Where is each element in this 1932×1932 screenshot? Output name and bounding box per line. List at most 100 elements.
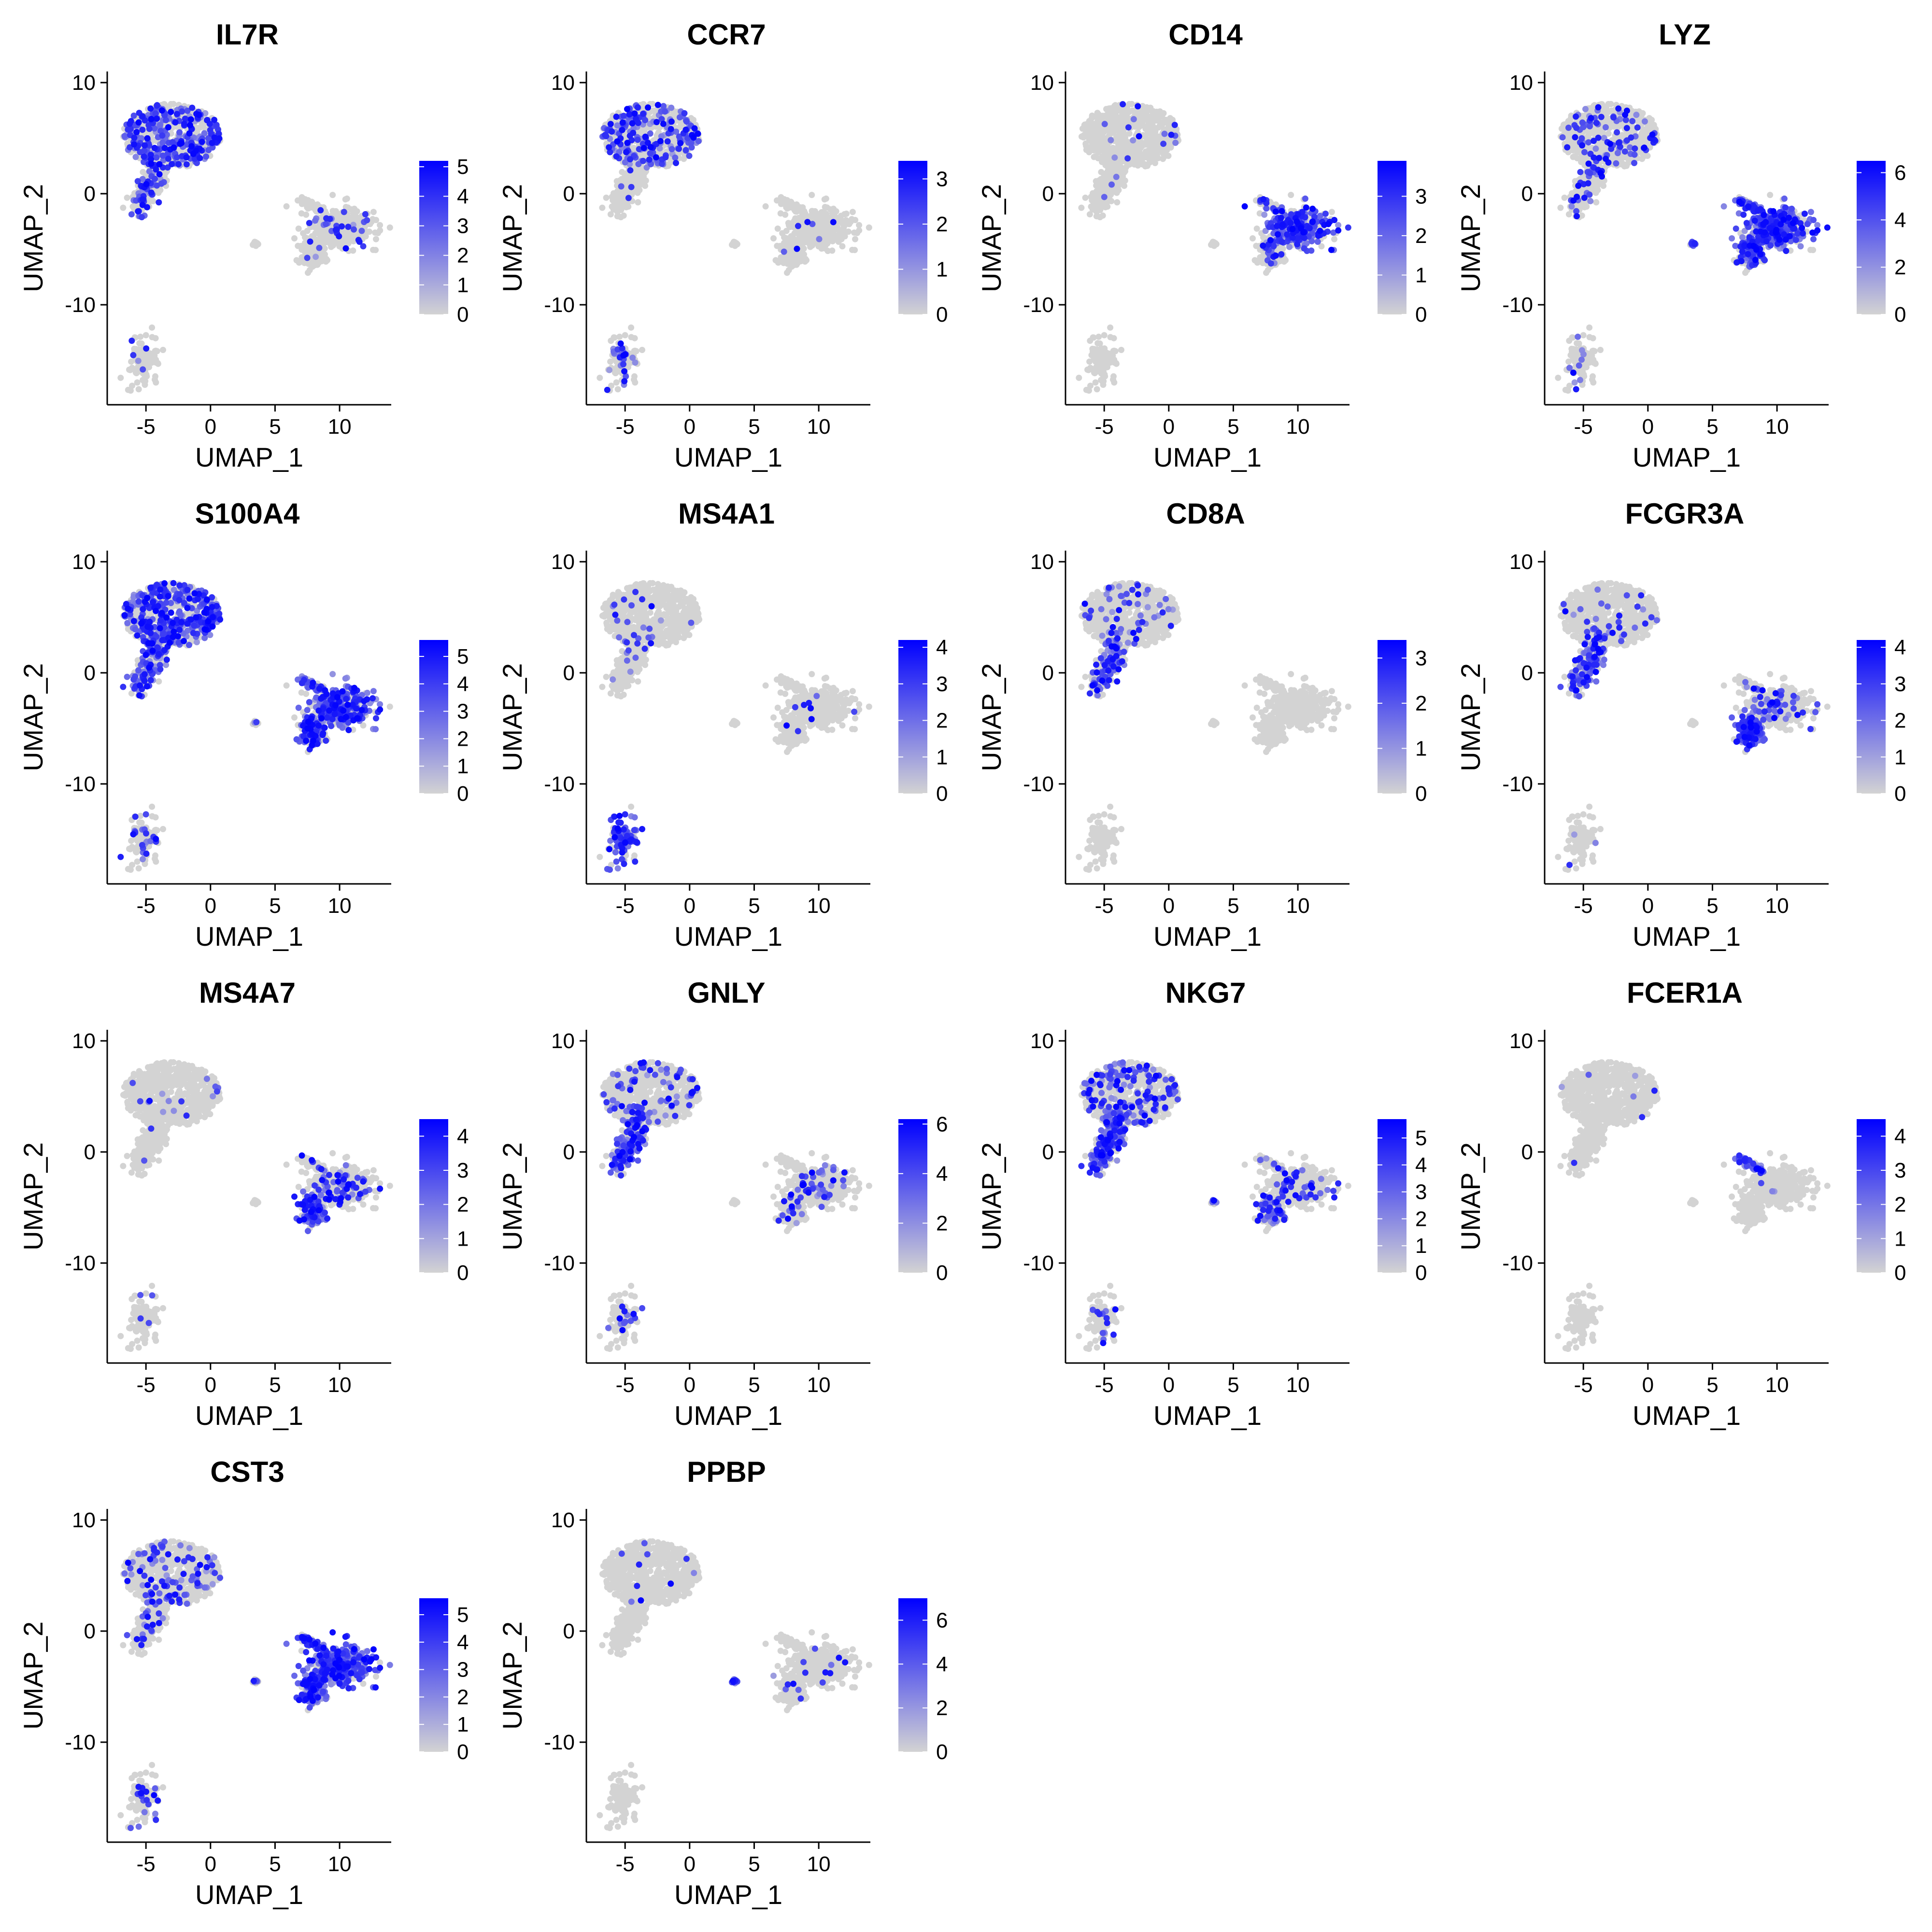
cell-point	[1107, 192, 1114, 199]
panel-title: LYZ	[1659, 18, 1711, 51]
cell-point	[1597, 347, 1604, 353]
cell-point	[1108, 137, 1114, 143]
y-tick-label: 10	[1030, 71, 1054, 95]
cell-point	[386, 224, 393, 231]
cell-point	[1114, 199, 1121, 206]
cell-point	[852, 236, 858, 242]
cell-point	[613, 153, 620, 160]
cell-point	[1079, 125, 1086, 132]
cell-point	[1150, 108, 1157, 114]
y-tick-label: 10	[72, 71, 96, 95]
cell-point	[169, 139, 176, 145]
y-axis-title: UMAP_2	[497, 184, 527, 292]
cell-point	[620, 113, 627, 119]
cell-point	[1152, 141, 1159, 148]
cell-point	[1331, 236, 1337, 242]
cell-point	[686, 153, 693, 159]
cell-point	[672, 154, 679, 161]
cell-point	[851, 229, 858, 236]
cell-point	[137, 333, 144, 340]
cell-point	[130, 352, 137, 358]
cell-point	[628, 184, 635, 190]
cell-point	[1086, 128, 1093, 135]
cell-point	[785, 204, 792, 211]
cell-point	[603, 133, 610, 140]
cell-point	[614, 138, 621, 145]
cell-point	[1097, 201, 1104, 208]
cell-point	[607, 358, 614, 365]
cell-point	[668, 104, 675, 111]
color-bar-label: 1	[936, 257, 948, 281]
x-tick-label: 5	[269, 415, 281, 439]
x-tick-label: 10	[328, 415, 352, 439]
cell-point	[1130, 137, 1136, 143]
cell-point	[1335, 227, 1342, 234]
cell-point	[613, 379, 620, 386]
cell-point	[1088, 203, 1094, 210]
cell-point	[1294, 241, 1301, 248]
cell-point	[312, 262, 318, 269]
cell-point	[805, 213, 811, 220]
cell-point	[662, 108, 668, 115]
y-tick-label: 0	[1042, 182, 1054, 206]
cell-point	[145, 364, 152, 370]
cell-point	[159, 132, 166, 139]
color-bar-label: 0	[457, 303, 469, 327]
cell-point	[373, 236, 379, 242]
cell-point	[153, 154, 160, 161]
cell-point	[1309, 205, 1316, 212]
cell-point	[1328, 209, 1335, 215]
cell-point	[1261, 212, 1268, 218]
cell-point	[1143, 138, 1150, 145]
cell-point	[1135, 162, 1141, 169]
cell-point	[824, 248, 831, 254]
cell-point	[784, 270, 790, 276]
color-bar-label: 0	[1415, 303, 1427, 327]
cell-point	[640, 145, 647, 151]
cell-point	[1300, 229, 1307, 236]
cell-point	[1142, 163, 1149, 170]
cell-point	[653, 154, 659, 161]
cell-point	[809, 192, 815, 199]
cell-point	[141, 153, 147, 160]
cell-point	[668, 118, 675, 125]
cell-point	[809, 208, 816, 214]
cell-point	[618, 196, 625, 203]
cell-point	[1106, 198, 1112, 204]
cell-point	[156, 161, 163, 168]
cell-point	[369, 216, 376, 223]
cell-point	[1097, 114, 1104, 120]
cell-point	[794, 245, 800, 252]
cell-point	[1099, 158, 1106, 165]
cell-point	[781, 248, 787, 255]
cell-point	[211, 134, 218, 141]
cell-point	[1331, 217, 1338, 223]
cell-point	[1103, 364, 1110, 370]
cell-point	[250, 242, 256, 248]
cell-point	[1345, 224, 1351, 231]
cell-point	[196, 112, 202, 118]
cell-point	[128, 118, 134, 125]
cell-point	[1317, 213, 1323, 219]
cell-point	[133, 129, 140, 135]
cell-point	[1105, 107, 1112, 114]
cell-point	[154, 115, 160, 122]
cell-point	[634, 104, 641, 111]
y-tick-label: -10	[1023, 293, 1054, 317]
cell-point	[646, 156, 653, 163]
cell-point	[139, 214, 145, 221]
cell-point	[791, 206, 798, 213]
cell-point	[606, 144, 612, 151]
cell-point	[1213, 241, 1220, 247]
cell-point	[645, 104, 651, 111]
cell-point	[342, 245, 349, 252]
y-tick-label: 10	[551, 71, 575, 95]
cell-point	[781, 241, 788, 248]
cell-point	[619, 119, 626, 126]
cell-point	[172, 119, 179, 126]
cell-point	[295, 242, 301, 249]
cell-point	[1090, 145, 1096, 152]
cell-point	[1078, 204, 1085, 211]
cell-point	[636, 187, 643, 194]
